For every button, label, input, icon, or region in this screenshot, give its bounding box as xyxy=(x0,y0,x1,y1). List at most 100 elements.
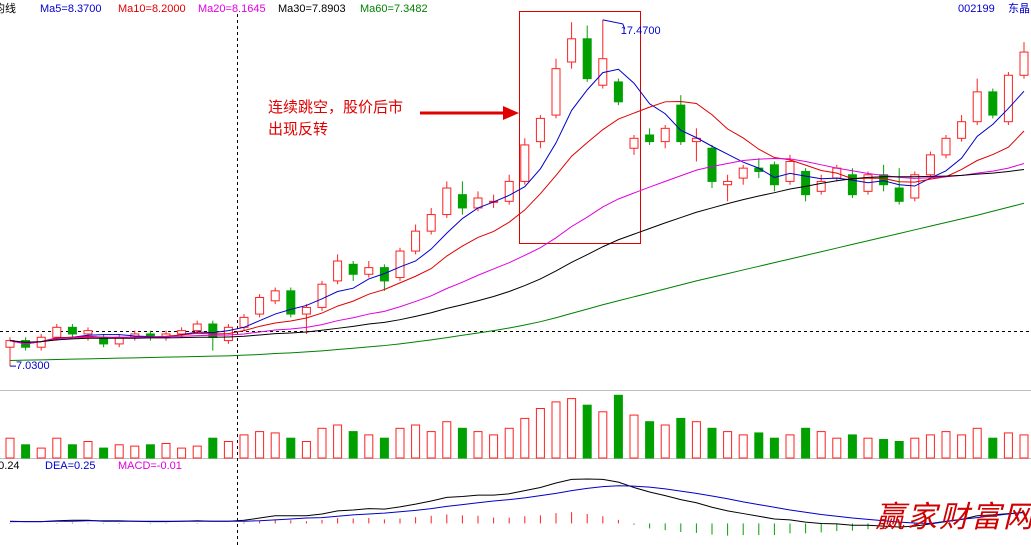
ma-line xyxy=(9,100,1025,345)
macd-line xyxy=(10,485,1025,524)
volume-bar xyxy=(629,414,639,459)
candle-body xyxy=(286,290,296,315)
volume-bar xyxy=(83,441,93,459)
volume-bar xyxy=(972,427,982,459)
volume-bar xyxy=(894,441,904,459)
volume-bar xyxy=(582,404,592,459)
candle-body xyxy=(707,147,717,182)
ma-line xyxy=(9,202,1025,361)
legend-entry: Ma30=7.8903 xyxy=(278,3,346,15)
volume-bar xyxy=(473,431,483,459)
volume-bar xyxy=(457,427,467,459)
candle-body xyxy=(520,144,530,182)
candle-body xyxy=(83,330,93,335)
volume-bar xyxy=(816,431,826,459)
candle-body xyxy=(395,250,405,279)
candle-body xyxy=(426,214,436,232)
candle-body xyxy=(270,290,280,302)
volume-bar xyxy=(925,434,935,459)
annotation: 连续跳空，股价后市 xyxy=(268,99,403,116)
legend-entry: Ma10=8.2000 xyxy=(118,3,186,15)
candle-body xyxy=(988,91,998,116)
candle-body xyxy=(629,137,639,149)
candle-body xyxy=(364,267,374,275)
volume-bar xyxy=(177,447,187,459)
candle-body xyxy=(442,187,452,216)
candle-body xyxy=(457,194,467,209)
volume-bar xyxy=(1019,434,1029,459)
candle-body xyxy=(1003,74,1013,123)
volume-bar xyxy=(317,427,327,459)
volume-bar xyxy=(52,437,62,459)
volume-bar xyxy=(1003,432,1013,459)
stock-name: 东晶 xyxy=(1008,2,1030,15)
volume-bar xyxy=(348,431,358,459)
volume-bar xyxy=(660,424,670,459)
candle-body xyxy=(1019,51,1029,76)
candle-body xyxy=(67,326,77,335)
volume-bar xyxy=(270,432,280,459)
volume-bar xyxy=(255,431,265,459)
legend-entry: DEA=0.25 xyxy=(45,460,95,472)
volume-bar xyxy=(442,421,452,459)
candle-body xyxy=(52,326,62,338)
legend-entry: Ma60=7.3482 xyxy=(360,3,428,15)
volume-bar xyxy=(910,437,920,459)
volume-bar xyxy=(567,398,577,459)
candle-body xyxy=(535,117,545,143)
ma-line xyxy=(9,158,1025,345)
volume-bar xyxy=(863,437,873,459)
candle-body xyxy=(317,283,327,308)
volume-bar xyxy=(301,441,311,459)
volume-bar xyxy=(801,427,811,459)
candle-body xyxy=(738,167,748,179)
annotation: 出现反转 xyxy=(268,121,328,138)
volume-bar xyxy=(145,444,155,459)
chart-title: 均线 xyxy=(0,1,16,15)
volume-bar xyxy=(707,427,717,459)
legend-entry: DIF=0.24 xyxy=(0,460,20,472)
volume-bar xyxy=(988,437,998,459)
volume-bar xyxy=(598,411,608,459)
ma-line xyxy=(9,68,1025,345)
volume-bar xyxy=(769,437,779,459)
volume-bar xyxy=(520,417,530,459)
volume-bar xyxy=(551,401,561,459)
candle-body xyxy=(723,180,733,186)
candle-body xyxy=(894,187,904,202)
volume-bar xyxy=(426,431,436,459)
legend-entry: Ma5=8.3700 xyxy=(40,3,101,15)
volume-bar xyxy=(286,437,296,459)
volume-bar xyxy=(5,437,15,459)
volume-bar xyxy=(879,439,889,459)
candle-body xyxy=(504,180,514,202)
volume-bar xyxy=(364,434,374,459)
volume-bar xyxy=(208,437,218,459)
volume-bar xyxy=(99,447,109,459)
volume-bar xyxy=(941,431,951,459)
legend-entry: Ma20=8.1645 xyxy=(198,3,266,15)
volume-bar xyxy=(21,444,31,459)
volume-bar xyxy=(379,437,389,459)
volume-bar xyxy=(489,434,499,459)
extreme-label: 17.4700 xyxy=(621,25,661,37)
volume-bar xyxy=(738,434,748,459)
volume-bar xyxy=(785,434,795,459)
candle-body xyxy=(957,121,967,139)
candle-body xyxy=(255,296,265,315)
candle-body xyxy=(801,170,811,196)
stock-code: 002199 xyxy=(958,3,995,15)
candle-body xyxy=(177,330,187,335)
volume-bar xyxy=(691,421,701,459)
volume-bar xyxy=(114,444,124,459)
volume-bar xyxy=(67,444,77,459)
candle-body xyxy=(411,230,421,252)
volume-bar xyxy=(723,431,733,459)
candle-body xyxy=(348,263,358,275)
candle-body xyxy=(301,306,311,315)
watermark: 赢家财富网 xyxy=(875,501,1031,534)
highlight-box xyxy=(519,11,641,244)
candle-body xyxy=(676,104,686,143)
